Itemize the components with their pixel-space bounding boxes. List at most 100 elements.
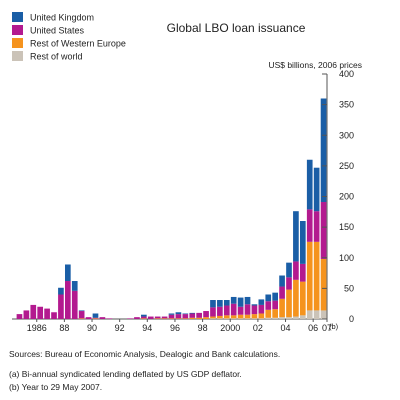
units-label: US$ billions, 2006 prices (268, 60, 362, 70)
bar-segment (313, 211, 320, 242)
y-tick-label: 0 (349, 314, 354, 324)
bar-segment (99, 317, 106, 319)
bar-segment (141, 314, 147, 317)
y-tick-label: 200 (339, 192, 354, 202)
bar-segment (161, 316, 168, 319)
x-tick-label: 1986 (27, 323, 47, 333)
bar-segment (286, 262, 292, 278)
bar-segment (258, 313, 265, 319)
bar-segment (251, 304, 258, 306)
x-tick-label: 94 (142, 323, 152, 333)
legend-label: United Kingdom (30, 13, 94, 23)
bar-segment (16, 314, 23, 319)
x-tick-footnote: (b) (329, 322, 339, 331)
legend-swatch (12, 12, 23, 22)
bar-segment (223, 318, 230, 319)
bar-segment (286, 289, 292, 318)
bar-segment (217, 306, 223, 316)
bar-segment (306, 241, 313, 311)
chart-title: Global LBO loan issuance (167, 21, 306, 35)
bar-segment (258, 304, 265, 314)
bar-segment (265, 301, 272, 310)
bar-segment (320, 98, 327, 203)
bar-segment (272, 300, 278, 310)
bar-segment (161, 318, 168, 319)
bar-segment (223, 315, 230, 319)
x-tick-label: 07 (322, 323, 332, 333)
bar-segment (272, 317, 278, 319)
bar-segment (265, 294, 272, 302)
bar-segment (65, 264, 71, 282)
bar-segment (313, 310, 320, 319)
bar-segment (293, 211, 299, 262)
x-tick-label: 04 (281, 323, 291, 333)
bar-segment (71, 281, 78, 291)
bar-segment (65, 281, 71, 319)
bar-segment (23, 310, 30, 319)
bar-segment (37, 306, 44, 319)
bar-segment (306, 209, 313, 242)
bar-segment (134, 317, 140, 319)
bar-segment (92, 318, 99, 319)
bar-segment (154, 316, 161, 319)
bar-segment (78, 318, 85, 319)
bar-segment (258, 299, 265, 305)
y-tick-label: 100 (339, 253, 354, 263)
bar-segment (293, 261, 299, 280)
bar-segment (154, 318, 161, 319)
bar-segment (217, 318, 223, 319)
x-tick-label: 2000 (220, 323, 240, 333)
bar-segment (265, 317, 272, 319)
bar-segment (78, 311, 85, 319)
bar-segment (251, 318, 258, 319)
x-tick-label: 98 (198, 323, 208, 333)
bar-segment (272, 292, 278, 301)
bar-segment (286, 317, 292, 319)
bar-segment (196, 312, 202, 318)
bar-segment (237, 314, 244, 319)
x-tick-label: 90 (87, 323, 97, 333)
x-tick-label: 02 (253, 323, 263, 333)
x-tick-label: 92 (115, 323, 125, 333)
bar-segment (230, 315, 237, 319)
bar-segment (279, 275, 285, 287)
bars (16, 98, 327, 319)
bar-segment (230, 303, 237, 316)
footnote-a: (a) Bi-annual syndicated lending deflate… (9, 369, 242, 379)
legend-label: Rest of world (30, 52, 83, 62)
y-tick-label: 350 (339, 100, 354, 110)
bar-segment (127, 318, 133, 319)
bar-segment (217, 300, 223, 307)
bar-segment (279, 286, 285, 299)
bar-segment (299, 315, 306, 319)
bar-segment (147, 316, 154, 319)
bar-segment (293, 279, 299, 317)
legend-swatch (12, 51, 23, 61)
bar-segment (251, 305, 258, 315)
bar-segment (237, 306, 244, 315)
bar-segment (85, 317, 92, 319)
legend-label: United States (30, 26, 85, 36)
y-tick-label: 400 (339, 69, 354, 79)
bar-segment (210, 318, 216, 319)
bar-segment (175, 314, 182, 319)
bar-segment (189, 317, 196, 319)
bar-segment (51, 312, 57, 319)
legend-swatch (12, 38, 23, 48)
legend: United Kingdom United States Rest of Weste… (12, 12, 126, 62)
bar-segment (223, 305, 230, 316)
bar-segment (299, 281, 306, 316)
bar-segment (141, 318, 147, 319)
bar-segment (244, 296, 251, 305)
x-tick-label: 96 (170, 323, 180, 333)
bar-segment (320, 258, 327, 311)
bar-segment (92, 317, 99, 319)
bar-segment (230, 318, 237, 319)
bar-segment (203, 311, 209, 318)
bar-segment (293, 316, 299, 319)
bar-segment (244, 304, 251, 315)
bar-segment (244, 314, 251, 319)
bar-segment (30, 304, 37, 319)
